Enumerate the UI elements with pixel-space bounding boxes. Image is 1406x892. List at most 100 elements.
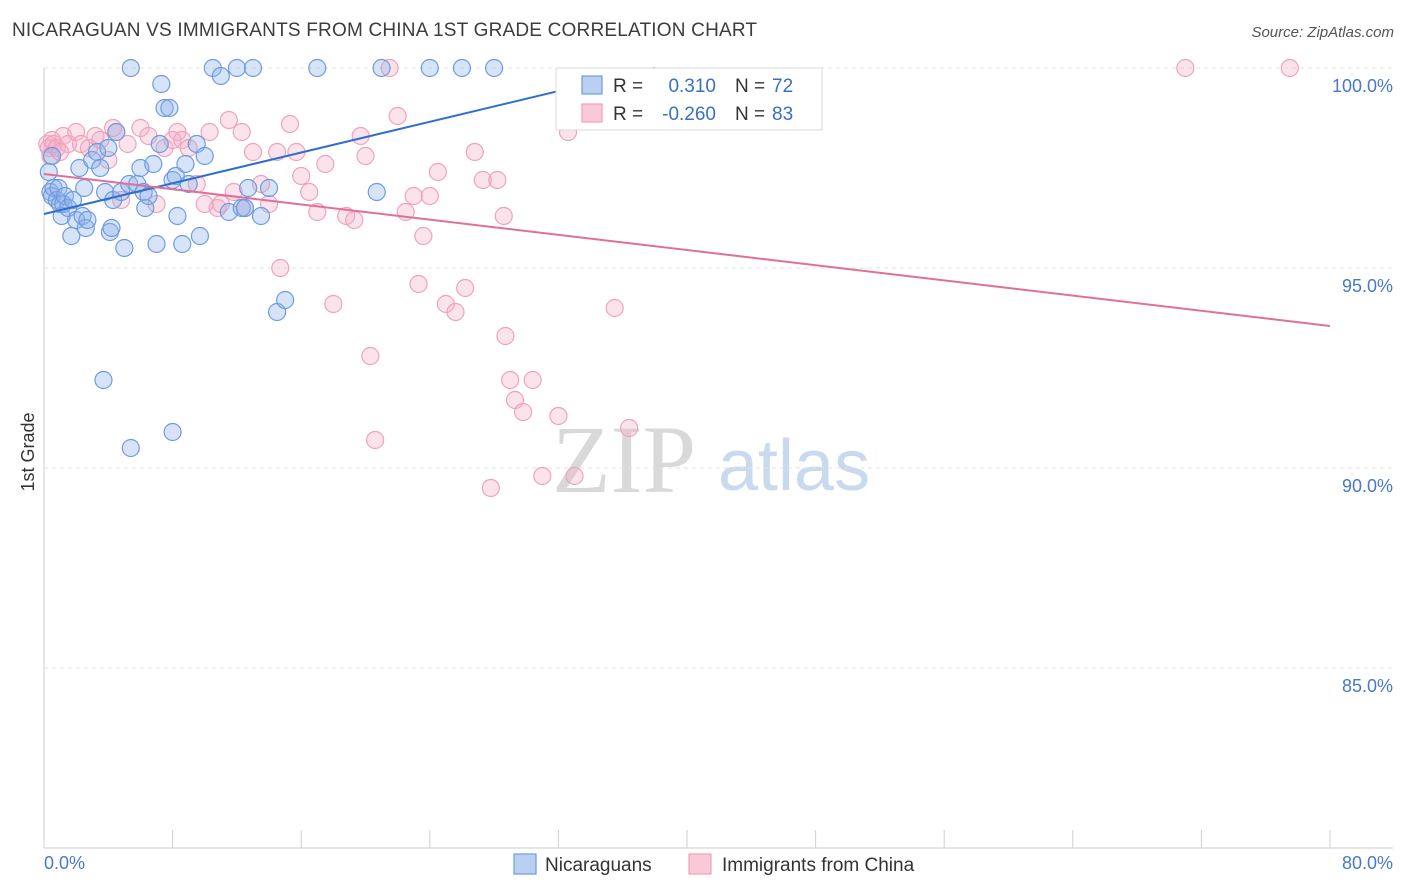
point-china	[324, 294, 343, 314]
stats-n-value-1: 72	[772, 76, 793, 97]
point-nicaraguans	[211, 66, 230, 86]
stats-r-label-2: R =	[613, 104, 643, 125]
point-china	[513, 402, 533, 422]
point-china	[523, 370, 542, 390]
point-china	[501, 370, 520, 390]
point-nicaraguans	[139, 186, 158, 206]
point-nicaraguans	[147, 234, 166, 254]
series-legend: Nicaraguans Immigrants from China	[513, 853, 915, 876]
point-nicaraguans	[195, 146, 214, 166]
point-nicaraguans	[160, 98, 179, 118]
point-nicaraguans	[166, 166, 185, 186]
watermark-zip: ZIP	[552, 406, 696, 513]
point-nicaraguans	[239, 178, 258, 198]
legend-swatch-nicaraguans	[513, 853, 537, 875]
point-nicaraguans	[152, 74, 171, 94]
point-china	[1176, 58, 1195, 78]
point-nicaraguans	[452, 58, 472, 78]
point-nicaraguans	[155, 98, 174, 118]
point-nicaraguans	[99, 138, 118, 158]
point-nicaraguans	[420, 58, 439, 78]
stats-n-label-2: N =	[735, 104, 765, 125]
point-nicaraguans	[115, 238, 134, 258]
source-label: Source: ZipAtlas.com	[1251, 24, 1394, 41]
y-axis-title: 1st Grade	[18, 412, 38, 491]
point-nicaraguans	[176, 154, 195, 174]
point-nicaraguans	[75, 178, 94, 198]
point-china	[316, 154, 335, 174]
point-nicaraguans	[144, 154, 163, 174]
point-china	[481, 478, 500, 498]
point-nicaraguans	[70, 158, 89, 178]
y-tick-label: 95.0%	[1342, 276, 1393, 296]
point-nicaraguans	[168, 206, 187, 226]
point-china	[388, 106, 407, 126]
trend-line-china	[43, 173, 1331, 327]
point-nicaraguans	[276, 290, 295, 310]
point-nicaraguans	[121, 438, 140, 458]
stats-n-value-2: 83	[772, 104, 793, 125]
point-nicaraguans	[63, 190, 83, 210]
point-nicaraguans	[190, 226, 210, 246]
point-nicaraguans	[42, 146, 62, 166]
point-nicaraguans	[39, 162, 58, 182]
point-nicaraguans	[121, 58, 140, 78]
point-china	[300, 182, 319, 202]
watermark-atlas: atlas	[718, 426, 870, 506]
stats-r-value-1: 0.310	[668, 76, 716, 97]
point-nicaraguans	[78, 210, 97, 230]
point-nicaraguans	[227, 58, 246, 78]
axes: 100.0% 95.0% 90.0% 85.0%	[43, 68, 1393, 849]
point-nicaraguans	[259, 178, 279, 198]
point-china	[620, 418, 639, 438]
point-china	[420, 186, 439, 206]
point-china	[292, 166, 311, 186]
point-china	[549, 406, 568, 426]
point-china	[428, 162, 447, 182]
point-china	[271, 258, 290, 278]
point-china	[361, 346, 380, 366]
stats-swatch-pink	[581, 103, 603, 123]
point-china	[605, 298, 624, 318]
point-nicaraguans	[136, 198, 155, 218]
point-china	[280, 114, 300, 134]
point-china	[243, 142, 263, 162]
y-tick-label: 100.0%	[1332, 76, 1393, 96]
point-china	[488, 170, 507, 190]
point-china	[494, 206, 513, 226]
point-nicaraguans	[235, 198, 255, 218]
legend-label-china: Immigrants from China	[722, 855, 915, 876]
point-china	[1280, 58, 1299, 78]
point-china	[409, 274, 428, 294]
stats-r-label-1: R =	[613, 76, 643, 97]
y-tick-label: 90.0%	[1342, 476, 1393, 496]
point-china	[345, 210, 364, 230]
trend-lines	[43, 67, 1331, 327]
stats-n-label-1: N =	[735, 76, 765, 97]
point-nicaraguans	[173, 234, 192, 254]
point-nicaraguans	[485, 58, 504, 78]
point-china	[465, 142, 484, 162]
point-nicaraguans	[367, 182, 386, 202]
x-tick-label-right: 80.0%	[1342, 853, 1393, 873]
point-china	[404, 186, 423, 206]
point-china	[232, 122, 251, 142]
y-tick-label: 85.0%	[1342, 676, 1393, 696]
point-nicaraguans	[150, 134, 169, 154]
x-tick-label-left: 0.0%	[44, 853, 85, 873]
point-china	[473, 170, 492, 190]
point-china	[414, 226, 433, 246]
point-china	[533, 466, 552, 486]
point-china	[565, 466, 584, 486]
point-china	[356, 146, 375, 166]
stats-swatch-blue	[581, 75, 603, 95]
point-nicaraguans	[102, 218, 121, 238]
stats-legend: R = 0.310 N = 72 R = -0.260 N = 83	[555, 67, 823, 131]
point-china	[496, 326, 515, 346]
point-nicaraguans	[243, 58, 263, 78]
point-nicaraguans	[91, 158, 110, 178]
point-china	[67, 122, 86, 142]
data-points	[38, 58, 1299, 498]
legend-swatch-china	[688, 853, 712, 875]
